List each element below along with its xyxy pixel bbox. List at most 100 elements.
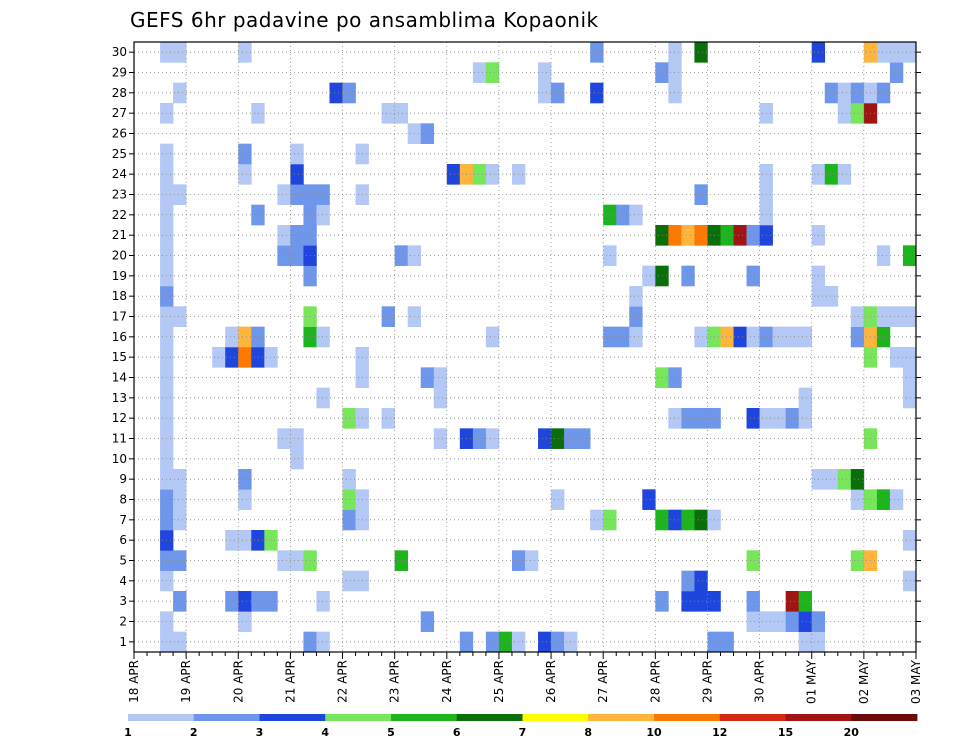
- heatmap-cell: [603, 204, 617, 226]
- heatmap-cell: [290, 428, 304, 449]
- heatmap-cell: [290, 184, 304, 205]
- heatmap-cell: [772, 326, 786, 348]
- y-tick-label: 29: [112, 66, 127, 80]
- heatmap-cell: [538, 62, 552, 83]
- heatmap-cell: [251, 204, 265, 226]
- heatmap-cell: [551, 489, 565, 510]
- heatmap-cell: [173, 184, 187, 205]
- heatmap-cell: [316, 204, 330, 226]
- heatmap-cell: [290, 448, 304, 470]
- heatmap-cell: [551, 631, 565, 653]
- heatmap-cell: [290, 225, 304, 246]
- plot-frame: [133, 41, 917, 653]
- colorbar-swatch: [128, 714, 195, 721]
- x-axis-ticks: 18 APR 19 APR 20 APR 21 APR 22 APR 23 APR 24 A…: [127, 652, 923, 704]
- x-tick-label: 22 APR: [336, 660, 350, 703]
- colorbar-label: 8: [584, 726, 592, 739]
- y-tick-label: 7: [119, 513, 127, 527]
- heatmap-cell: [238, 164, 252, 185]
- heatmap-cell: [902, 42, 917, 63]
- heatmap-cell: [251, 326, 265, 348]
- colorbar-label: 1: [124, 726, 132, 739]
- heatmap-cell: [538, 631, 552, 653]
- heatmap-cell: [603, 326, 617, 348]
- heatmap-cell: [681, 509, 695, 531]
- heatmap-cell: [876, 82, 891, 104]
- colorbar-swatch: [456, 714, 523, 721]
- x-tick-label: 19 APR: [179, 660, 193, 703]
- y-tick-label: 1: [119, 635, 127, 649]
- heatmap-cell: [316, 631, 330, 653]
- heatmap-cell: [173, 306, 187, 327]
- heatmap-cell: [694, 591, 708, 612]
- heatmap-cell: [525, 550, 539, 571]
- heatmap-cell: [837, 469, 852, 490]
- heatmap-cell: [824, 286, 839, 307]
- heatmap-cell: [876, 489, 891, 510]
- heatmap-cell: [850, 103, 865, 124]
- heatmap-cell: [902, 387, 917, 409]
- heatmap-cell: [694, 326, 708, 348]
- heatmap-cell: [876, 306, 891, 327]
- heatmap-cell: [433, 367, 448, 388]
- heatmap-cell: [277, 184, 291, 205]
- heatmap-cell: [485, 62, 500, 83]
- y-tick-label: 23: [112, 188, 127, 202]
- heatmap-cell: [720, 225, 734, 246]
- heatmap-cell: [668, 225, 682, 246]
- heatmap-cell: [785, 611, 799, 632]
- heatmap-cell: [590, 42, 604, 63]
- heatmap-cell: [629, 286, 643, 307]
- heatmap-cell: [420, 367, 435, 388]
- heatmap-cell: [225, 347, 239, 368]
- heatmap-cell: [238, 489, 252, 510]
- heatmap-cell: [590, 509, 604, 531]
- colorbar-label: 12: [712, 726, 727, 739]
- x-tick-label: 02 MAY: [857, 659, 871, 704]
- heatmap-cell: [889, 62, 904, 83]
- y-tick-label: 10: [112, 452, 127, 466]
- heatmap-cell: [446, 164, 461, 185]
- heatmap-cell: [720, 631, 734, 653]
- gridlines: [134, 42, 916, 652]
- x-tick-label: 20 APR: [231, 660, 245, 703]
- y-tick-label: 3: [119, 594, 127, 608]
- x-tick-label: 01 MAY: [805, 659, 819, 704]
- heatmap-cell: [225, 326, 239, 348]
- heatmap-cell: [824, 469, 839, 490]
- heatmap-cell: [668, 408, 682, 429]
- heatmap-cell: [642, 489, 656, 510]
- heatmap-cell: [420, 123, 435, 144]
- colorbar-swatch: [785, 714, 852, 721]
- heatmap-cell: [173, 82, 187, 104]
- heatmap-cell: [746, 611, 760, 632]
- heatmap-cell: [173, 591, 187, 612]
- heatmap-cell: [238, 530, 252, 551]
- heatmap-cell: [798, 408, 813, 429]
- colorbar-label: 15: [778, 726, 793, 739]
- heatmap-cell: [485, 326, 500, 348]
- heatmap-cell: [277, 245, 291, 266]
- y-tick-label: 22: [112, 208, 127, 222]
- heatmap-cell: [277, 550, 291, 571]
- heatmap-cell: [381, 103, 395, 124]
- heatmap-cell: [694, 42, 708, 63]
- colorbar-swatch: [259, 714, 326, 721]
- heatmap-cell: [694, 509, 708, 531]
- heatmap-cell: [837, 164, 852, 185]
- heatmap-cell: [772, 611, 786, 632]
- y-tick-label: 30: [112, 45, 127, 59]
- heatmap-cell: [173, 509, 187, 531]
- heatmap-cell: [342, 489, 356, 510]
- heatmap-cell: [251, 103, 265, 124]
- heatmap-cell: [798, 631, 813, 653]
- heatmap-cell: [902, 570, 917, 592]
- heatmap-cell: [603, 245, 617, 266]
- heatmap-cell: [694, 408, 708, 429]
- heatmap-cell: [238, 143, 252, 165]
- heatmap-cell: [329, 82, 343, 104]
- y-tick-label: 25: [112, 147, 127, 161]
- heatmap-cell: [173, 42, 187, 63]
- y-tick-label: 19: [112, 269, 127, 283]
- heatmap-cell: [251, 530, 265, 551]
